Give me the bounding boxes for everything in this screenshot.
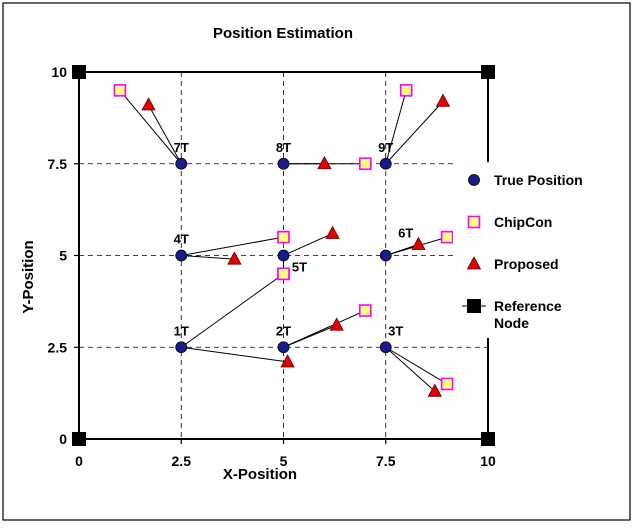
true-position-point-6 (379, 249, 392, 262)
y-axis-label: Y-Position (20, 240, 37, 313)
legend-chipcon-icon (467, 215, 481, 229)
proposed-link-7 (148, 104, 182, 164)
proposed-point-7 (141, 97, 156, 111)
chipcon-point-9 (399, 84, 413, 97)
chipcon-point-6 (440, 230, 454, 244)
chipcon-link-3 (385, 346, 448, 385)
proposed-link-2 (283, 324, 337, 348)
chipcon-point-2 (358, 304, 372, 317)
x-tick-label-1: 2.5 (172, 453, 192, 469)
true-position-label-8: 8T (276, 140, 291, 155)
proposed-link-3 (385, 346, 436, 392)
proposed-point-2 (329, 317, 344, 331)
legend-label-4-2: Node (494, 315, 529, 331)
reference-node-point-1 (72, 432, 86, 446)
y-tick-label-2: 5 (59, 248, 67, 264)
point-labels: 1T 2T 3T 4T 5T 6T 7T 8T 9T (174, 140, 414, 339)
reference-node-point-3 (72, 65, 86, 79)
legend-label-2-1: ChipCon (494, 214, 552, 230)
x-tick-label-2: 5 (280, 453, 288, 469)
proposed-point-9 (435, 93, 451, 107)
x-axis-label: X-Position (223, 466, 297, 483)
legend-label-4-1: Reference (494, 298, 562, 314)
proposed-point-8 (317, 155, 332, 170)
proposed-point-5 (325, 225, 340, 239)
true-position-point-7 (175, 157, 188, 170)
true-position-label-6: 6T (398, 226, 413, 241)
proposed-point-4 (227, 251, 242, 265)
y-axis-ticks: 0 2.5 5 7.5 10 (48, 64, 79, 447)
true-position-label-3: 3T (388, 323, 403, 338)
true-position-point-4 (175, 249, 188, 262)
legend-label-1-1: True Position (494, 172, 583, 188)
chipcon-link-4 (181, 236, 284, 256)
chipcon-link-1 (180, 273, 284, 348)
true-position-point-1 (175, 341, 188, 354)
proposed-link-4 (181, 255, 235, 260)
legend: True Position ChipCon Proposed ReferenceNod… (453, 162, 597, 338)
true-position-label-1: 1T (174, 323, 189, 338)
true-position-label-4: 4T (174, 232, 189, 247)
proposed-point-6 (411, 236, 426, 250)
x-tick-label-4: 10 (480, 453, 496, 469)
proposed-point-3 (427, 383, 443, 397)
data-marks (72, 65, 495, 446)
chipcon-point-3 (440, 377, 454, 391)
true-position-label-7: 7T (174, 140, 189, 155)
proposed-point-1 (280, 354, 295, 368)
true-position-point-9 (379, 157, 392, 170)
x-tick-label-3: 7.5 (376, 453, 396, 469)
reference-node-point-2 (481, 432, 495, 446)
chart-title: Position Estimation (213, 25, 353, 42)
legend-label-3-1: Proposed (494, 256, 559, 272)
y-tick-label-0: 0 (59, 431, 67, 447)
legend-true-position-icon (468, 174, 480, 186)
true-position-point-3 (379, 341, 392, 354)
chipcon-point-7 (113, 84, 127, 97)
reference-node-point-4 (481, 65, 495, 79)
chipcon-point-8 (358, 157, 372, 171)
proposed-link-5 (283, 233, 333, 256)
estimate-links (119, 90, 448, 392)
true-position-point-8 (277, 157, 290, 170)
chipcon-point-5 (277, 267, 290, 281)
proposed-link-1 (181, 346, 288, 363)
true-position-point-5 (277, 249, 290, 262)
y-tick-label-1: 2.5 (48, 339, 68, 355)
chipcon-link-9 (385, 90, 407, 164)
chipcon-link-7 (119, 90, 182, 165)
true-position-label-9: 9T (378, 140, 393, 155)
legend-proposed-icon (466, 256, 482, 270)
true-position-point-2 (277, 341, 290, 354)
y-tick-label-4: 10 (51, 64, 67, 80)
legend-reference-node-icon (467, 299, 481, 313)
true-position-label-5: 5T (292, 260, 307, 275)
y-tick-label-3: 7.5 (48, 156, 68, 172)
proposed-link-9 (385, 101, 444, 165)
chipcon-point-4 (277, 230, 290, 244)
x-axis-ticks: 0 2.5 5 7.5 10 (75, 439, 496, 469)
x-tick-label-0: 0 (75, 453, 83, 469)
true-position-label-2: 2T (276, 323, 291, 338)
